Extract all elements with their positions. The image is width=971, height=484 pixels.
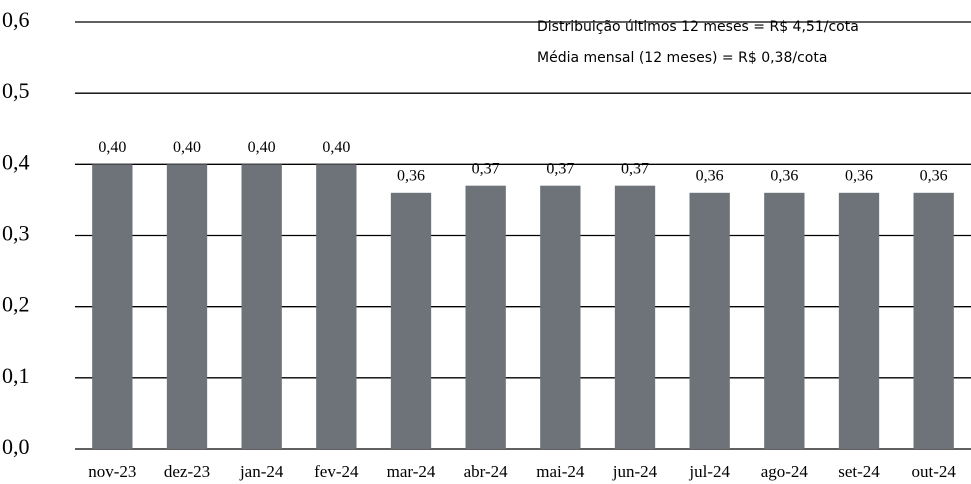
value-label: 0,37 — [621, 160, 649, 177]
bar — [689, 192, 730, 450]
bar — [166, 164, 208, 450]
y-tick-label: 0,0 — [2, 434, 30, 459]
value-label: 0,36 — [696, 167, 724, 184]
value-label: 0,40 — [248, 139, 276, 156]
y-tick-label: 0,3 — [2, 221, 30, 246]
x-tick-label: jun-24 — [612, 462, 658, 481]
y-tick-label: 0,4 — [2, 149, 30, 174]
bar — [390, 192, 432, 450]
value-label: 0,36 — [845, 167, 873, 184]
bar — [465, 185, 506, 449]
y-tick-label: 0,5 — [2, 78, 30, 103]
value-label: 0,40 — [98, 139, 126, 156]
y-tick-label: 0,1 — [2, 363, 30, 388]
y-tick-label: 0,2 — [2, 292, 30, 317]
x-tick-label: dez-23 — [164, 462, 210, 481]
bar — [316, 164, 357, 450]
bar — [540, 185, 581, 449]
bar — [838, 192, 880, 450]
value-label: 0,36 — [920, 167, 948, 184]
x-tick-label: nov-23 — [88, 462, 136, 481]
x-tick-label: mai-24 — [536, 462, 585, 481]
x-tick-label: abr-24 — [464, 462, 509, 481]
x-tick-label: fev-24 — [314, 462, 359, 481]
value-label: 0,40 — [322, 139, 350, 156]
y-tick-label: 0,6 — [2, 7, 30, 32]
value-label: 0,40 — [173, 139, 201, 156]
annotation: Média mensal (12 meses) = R$ 0,38/cota — [537, 50, 827, 66]
value-label: 0,36 — [770, 167, 798, 184]
bar — [764, 192, 805, 450]
bar — [241, 164, 282, 450]
x-tick-label: set-24 — [838, 462, 880, 481]
bar — [92, 164, 133, 450]
bar — [913, 192, 954, 450]
x-tick-label: jan-24 — [239, 462, 284, 481]
value-label: 0,37 — [546, 160, 574, 177]
value-label: 0,37 — [472, 160, 500, 177]
x-tick-label: ago-24 — [761, 462, 809, 481]
bar — [614, 185, 656, 449]
annotation: Distribuição últimos 12 meses = R$ 4,51/… — [537, 19, 859, 35]
x-tick-label: mar-24 — [387, 462, 436, 481]
x-tick-label: jul-24 — [688, 462, 730, 481]
x-tick-label: out-24 — [911, 462, 956, 481]
value-label: 0,36 — [397, 167, 425, 184]
